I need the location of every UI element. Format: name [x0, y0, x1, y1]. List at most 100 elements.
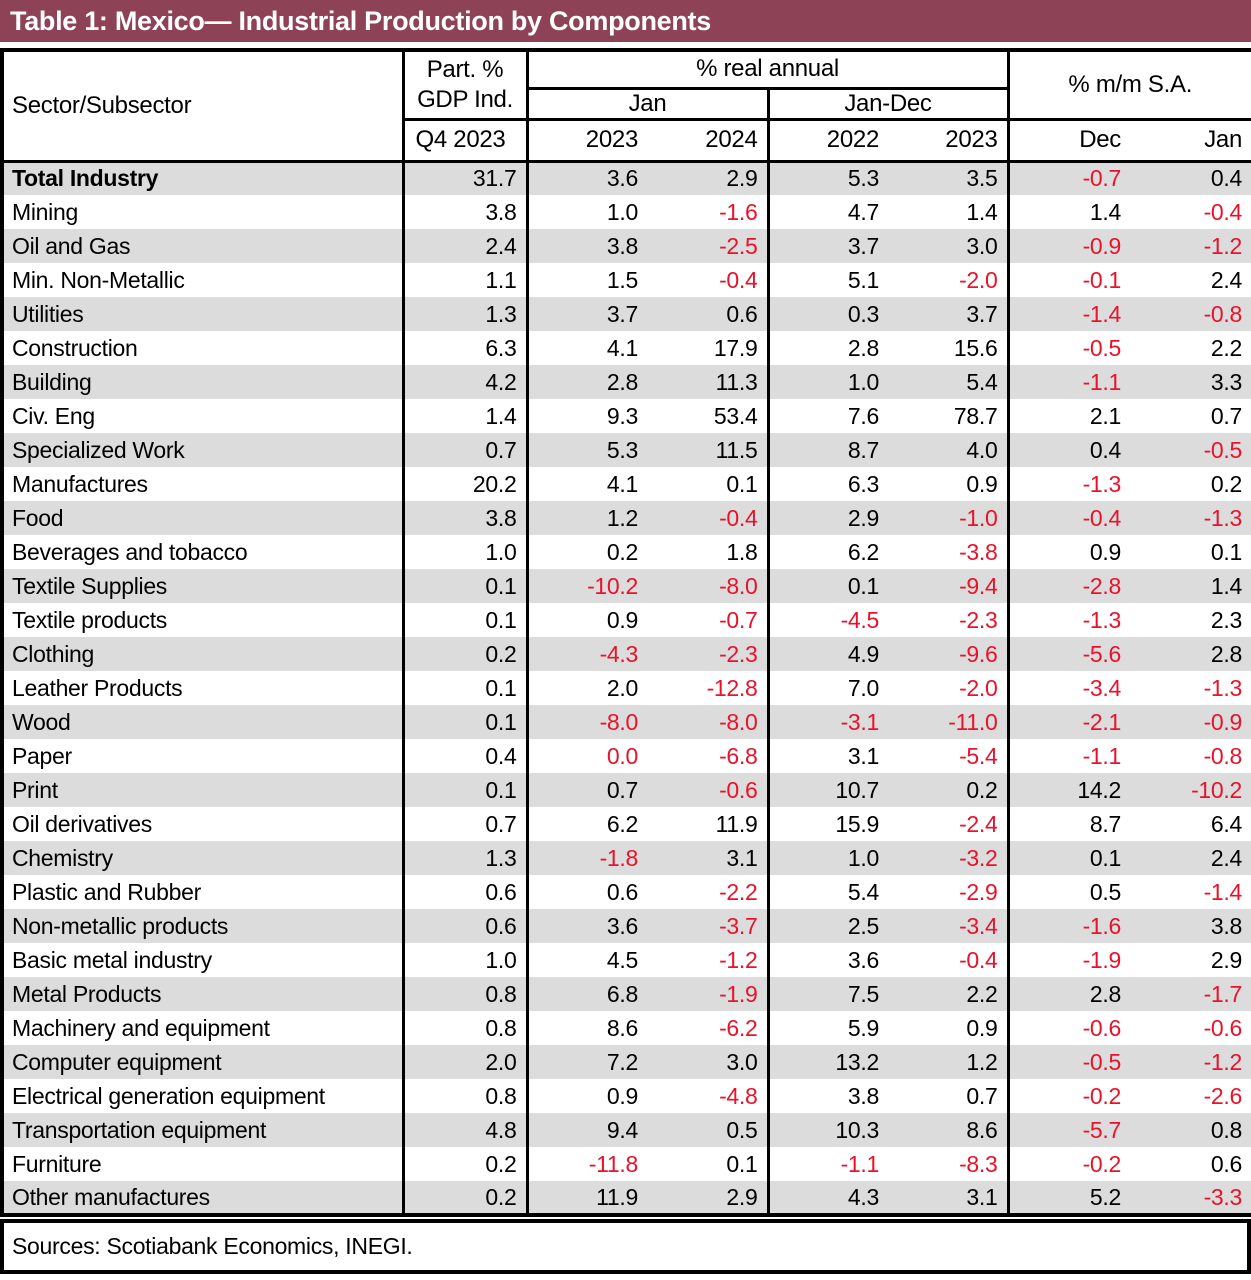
value-cell: -12.8 [706, 674, 758, 701]
value-cell: -8.0 [647, 705, 768, 739]
value-cell: 0.6 [647, 297, 768, 331]
value-cell: 4.5 [525, 943, 647, 977]
table-body: Total Industry 31.7 3.6 2.9 5.3 3.5 -0.7 0.4 Min… [2, 161, 1251, 1215]
value-cell: 2.9 [647, 1181, 768, 1215]
value-cell: 5.3 [525, 433, 647, 467]
table-row: Non-metallic products 0.6 3.6 -3.7 2.5 -3.4 -1… [2, 909, 1251, 943]
value-cell: 1.5 [525, 263, 647, 297]
value-cell: 3.8 [401, 501, 527, 535]
value-cell: -2.5 [647, 229, 768, 263]
value-cell: -0.8 [1130, 297, 1251, 331]
value-cell: -1.6 [719, 198, 758, 225]
value-cell: -6.2 [719, 1014, 758, 1041]
value-cell: 0.5 [1006, 875, 1130, 909]
value-cell: 3.1 [647, 841, 768, 875]
value-cell: 0.9 [525, 1079, 647, 1113]
col-header-sector: Sector/Subsector [2, 50, 403, 163]
value-cell: 0.9 [966, 470, 998, 497]
table-row: Textile Supplies 0.1 -10.2 -8.0 0.1 -9.4 -2.8 1… [2, 569, 1251, 603]
value-cell: -2.9 [959, 878, 998, 905]
value-cell: -1.1 [766, 1147, 888, 1181]
value-cell: 2.8 [1006, 977, 1130, 1011]
table-row: Leather Products 0.1 2.0 -12.8 7.0 -2.0 -3.4 -1… [2, 671, 1251, 705]
sector-cell: Construction [12, 334, 138, 361]
value-cell: -2.3 [647, 637, 768, 671]
table-row: Min. Non-Metallic 1.1 1.5 -0.4 5.1 -2.0 -0.1 2.… [2, 263, 1251, 297]
value-cell: -3.7 [647, 909, 768, 943]
value-cell: 3.8 [1130, 909, 1251, 943]
value-cell: 6.3 [401, 331, 527, 365]
col-header-real-annual: % real annual [525, 50, 1008, 90]
value-cell: 14.2 [1006, 773, 1130, 807]
value-cell: -0.6 [647, 773, 768, 807]
value-cell: 0.2 [1210, 470, 1242, 497]
table-row: Clothing 0.2 -4.3 -2.3 4.9 -9.6 -5.6 2.8 [2, 637, 1251, 671]
value-cell: -3.1 [766, 705, 888, 739]
value-cell: -0.7 [1006, 161, 1130, 195]
sector-cell: Print [2, 773, 403, 807]
value-cell: 1.2 [525, 501, 647, 535]
table-row: Print 0.1 0.7 -0.6 10.7 0.2 14.2 -10.2 [2, 773, 1251, 807]
value-cell: -10.2 [525, 569, 647, 603]
sector-cell: Clothing [2, 637, 403, 671]
value-cell: 2.8 [525, 365, 647, 399]
value-cell: 0.1 [401, 569, 527, 603]
value-cell: 0.9 [1006, 535, 1130, 569]
value-cell: 1.4 [1006, 195, 1130, 229]
value-cell: -11.0 [888, 705, 1008, 739]
value-cell: -2.1 [1006, 705, 1130, 739]
value-cell: -2.2 [719, 878, 758, 905]
value-cell: 0.7 [525, 773, 647, 807]
value-cell: 0.1 [726, 470, 758, 497]
value-cell: 0.9 [525, 603, 647, 637]
value-cell: 0.7 [401, 807, 527, 841]
value-cell: 53.4 [713, 402, 758, 429]
value-cell: 0.1 [1210, 538, 1242, 565]
value-cell: 0.1 [401, 773, 527, 807]
value-cell: -1.4 [1203, 878, 1243, 905]
table-row: Construction 6.3 4.1 17.9 2.8 15.6 -0.5 2.2 [2, 331, 1251, 365]
sector-cell: Other manufactures [2, 1181, 403, 1215]
value-cell: -10.2 [1130, 773, 1251, 807]
sector-cell: Furniture [12, 1150, 102, 1177]
value-cell: 2.4 [1210, 266, 1242, 293]
value-cell: -0.1 [1006, 263, 1130, 297]
value-cell: 3.1 [888, 1181, 1008, 1215]
table-row: Oil and Gas 2.4 3.8 -2.5 3.7 3.0 -0.9 -1.2 [2, 229, 1251, 263]
value-cell: 2.1 [1006, 399, 1130, 433]
table-row: Other manufactures 0.2 11.9 2.9 4.3 3.1 5.2 -3.… [2, 1181, 1251, 1215]
value-cell: -1.4 [1006, 297, 1130, 331]
value-cell: 0.6 [401, 909, 527, 943]
value-cell: 4.9 [766, 637, 888, 671]
value-cell: -9.4 [888, 569, 1008, 603]
value-cell: 3.5 [888, 161, 1008, 195]
value-cell: 4.3 [766, 1181, 888, 1215]
sector-cell: Plastic and Rubber [12, 878, 201, 905]
value-cell: 4.0 [888, 433, 1008, 467]
value-cell: 8.6 [525, 1011, 647, 1045]
value-cell: 0.1 [401, 705, 527, 739]
value-cell: 3.7 [888, 297, 1008, 331]
value-cell: -0.8 [1203, 742, 1243, 769]
col-header-mm-sa: % m/m S.A. [1006, 50, 1251, 121]
value-cell: 0.9 [966, 1014, 998, 1041]
value-cell: 2.3 [1210, 606, 1242, 633]
table-row: Transportation equipment 4.8 9.4 0.5 10.3 8.6… [2, 1113, 1251, 1147]
value-cell: 4.8 [401, 1113, 527, 1147]
value-cell: -5.4 [959, 742, 998, 769]
col-header-2023: 2023 [525, 119, 647, 163]
value-cell: 0.5 [647, 1113, 768, 1147]
value-cell: 2.4 [1130, 841, 1251, 875]
sector-cell: Basic metal industry [12, 946, 212, 973]
value-cell: 7.6 [766, 399, 888, 433]
value-cell: 0.0 [525, 739, 647, 773]
page-title: Table 1: Mexico— Industrial Production b… [10, 5, 711, 36]
value-cell: -0.2 [1006, 1147, 1130, 1181]
value-cell: 4.7 [766, 195, 888, 229]
value-cell: -9.6 [888, 637, 1008, 671]
value-cell: -5.6 [1006, 637, 1130, 671]
value-cell: 0.4 [401, 739, 527, 773]
value-cell: 6.8 [525, 977, 647, 1011]
value-cell: 0.2 [888, 773, 1008, 807]
col-header-2023b: 2023 [888, 119, 1008, 163]
